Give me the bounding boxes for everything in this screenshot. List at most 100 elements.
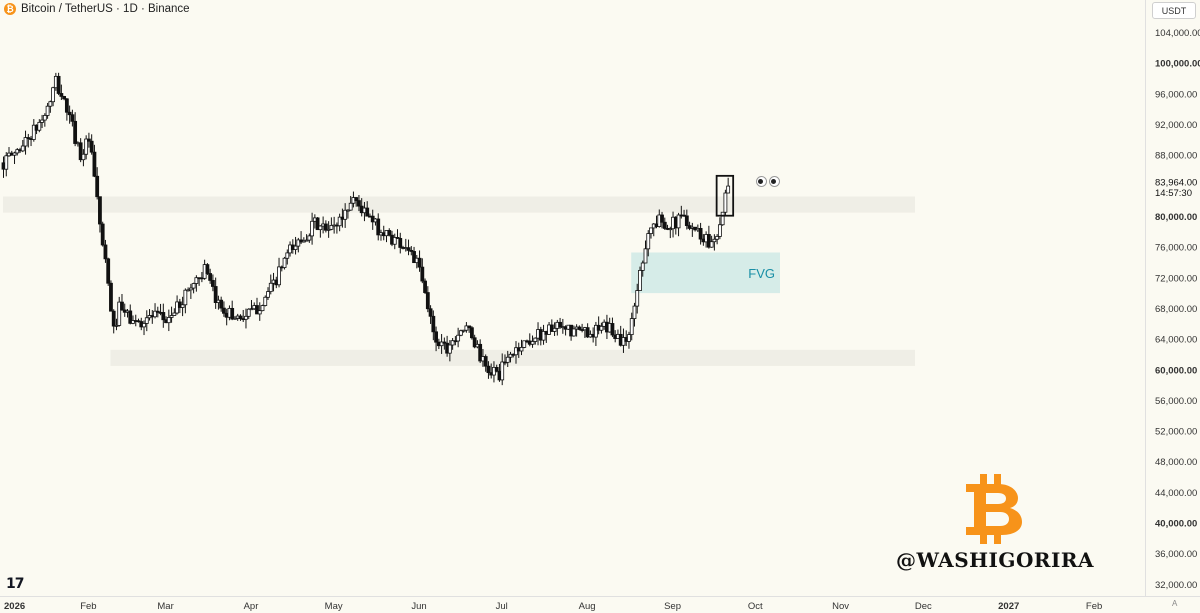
time-tick-label: 2027 <box>998 601 1019 612</box>
candle-body <box>211 280 215 287</box>
candle-body <box>23 137 28 147</box>
price-tick-label: 72,000.00 <box>1155 273 1197 284</box>
candle-body <box>131 320 135 324</box>
candle-body <box>662 221 667 229</box>
chart-header: ₿ Bitcoin / TetherUS · 1D · Binance <box>4 3 190 15</box>
candle-body <box>629 318 634 336</box>
price-tick-label: 40,000.00 <box>1155 519 1197 530</box>
candle-body <box>387 230 392 236</box>
candles-layer <box>1 72 731 386</box>
candle-body <box>412 251 416 264</box>
candle-body <box>323 223 328 231</box>
candle-body <box>552 327 557 332</box>
candle-body <box>230 307 235 320</box>
time-tick-label: Feb <box>1086 601 1102 612</box>
time-axis[interactable]: 2026 Feb Mar Apr May Jun Jul Aug Sep Oct Nov Dec 202… <box>4 601 1102 612</box>
candle-body <box>500 361 505 381</box>
candle-body <box>188 287 193 291</box>
candle-body <box>268 282 273 292</box>
candle-body <box>519 347 524 352</box>
candle-body <box>95 175 100 198</box>
candle-body <box>103 244 108 260</box>
candle-body <box>712 238 717 243</box>
highlight-box-layer <box>715 174 735 217</box>
candle-body <box>717 224 722 237</box>
candle-body <box>296 239 301 247</box>
candle-body <box>585 327 590 338</box>
candle-body <box>450 340 455 346</box>
candle-body <box>144 317 149 324</box>
auto-scale-button[interactable]: A <box>1172 599 1178 608</box>
candle-body <box>508 353 513 358</box>
candle-body <box>155 310 160 313</box>
candle-body <box>461 329 466 332</box>
candle-body <box>533 337 538 342</box>
candle-body <box>398 238 403 248</box>
candle-body <box>92 151 97 177</box>
candle-body <box>213 286 218 303</box>
highlight-box <box>715 174 735 217</box>
candle-body <box>417 257 422 268</box>
candle-body <box>649 227 653 234</box>
price-tick-label: 68,000.00 <box>1155 304 1197 315</box>
candle-body <box>4 155 9 170</box>
candle-body <box>505 356 510 363</box>
candle-body <box>45 105 50 116</box>
candle-body <box>64 98 69 113</box>
bitcoin-logo-icon <box>966 474 1022 544</box>
candle-body <box>447 344 452 354</box>
candle-body <box>640 262 645 271</box>
candle-body <box>348 202 353 211</box>
price-tick-label: 44,000.00 <box>1155 488 1197 499</box>
candle-body <box>442 341 447 344</box>
candle-body <box>161 312 166 321</box>
tradingview-logo-icon[interactable]: 17 <box>6 576 25 592</box>
time-tick-label: Mar <box>157 601 173 612</box>
candle-body <box>233 317 237 320</box>
candle-body <box>698 228 703 240</box>
candle-body <box>277 266 281 286</box>
candle-body <box>255 305 259 315</box>
candle-body <box>627 334 631 342</box>
bitcoin-coin-icon[interactable]: ₿ <box>4 3 16 15</box>
price-tick-label: 80,000.00 <box>1155 212 1197 223</box>
currency-button[interactable]: USDT <box>1152 2 1196 19</box>
candle-body <box>293 245 298 250</box>
candle-body <box>494 366 499 372</box>
candle-body <box>266 291 270 298</box>
eyes-emoji-icon <box>756 176 780 187</box>
candle-body <box>354 197 359 201</box>
candle-body <box>73 120 78 144</box>
candle-body <box>263 296 268 306</box>
time-tick-label: Sep <box>664 601 681 612</box>
watermark-text: @WASHIGORIRA <box>896 548 1095 572</box>
symbol-title[interactable]: Bitcoin / TetherUS · 1D · Binance <box>21 3 190 15</box>
candle-body <box>346 209 350 212</box>
candle-body <box>194 277 199 284</box>
price-tick-label: 92,000.00 <box>1155 120 1197 131</box>
candle-body <box>337 216 342 227</box>
price-axis[interactable]: 104,000.00 100,000.00 96,000.00 92,000.00 88… <box>1155 28 1200 591</box>
candle-body <box>166 317 171 324</box>
candle-body <box>709 241 714 248</box>
price-tick-label: 52,000.00 <box>1155 427 1197 438</box>
candle-body <box>599 325 604 331</box>
candle-body <box>59 93 64 97</box>
candle-body <box>610 323 615 336</box>
candle-body <box>260 305 265 312</box>
candle-body <box>62 96 67 100</box>
support-resistance-zone <box>110 349 916 366</box>
candle-body <box>720 211 725 226</box>
last-price-countdown: 14:57:30 <box>1155 188 1192 199</box>
candle-body <box>458 330 463 336</box>
candle-body <box>638 269 642 291</box>
price-tick-label: 64,000.00 <box>1155 335 1197 346</box>
candle-body <box>20 145 25 152</box>
candle-body <box>365 207 370 217</box>
zones-layer: FVG <box>3 196 916 366</box>
candle-body <box>246 308 251 317</box>
price-tick-label: 76,000.00 <box>1155 243 1197 254</box>
candle-body <box>70 114 75 122</box>
